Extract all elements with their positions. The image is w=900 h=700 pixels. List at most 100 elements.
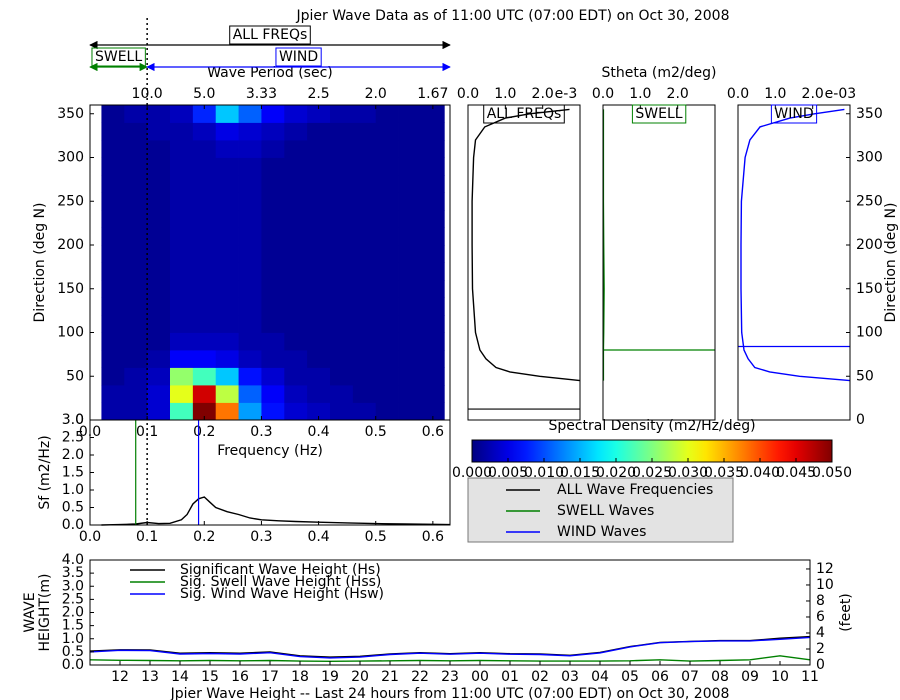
heatmap-cell bbox=[147, 280, 171, 298]
x-axis-label: Frequency (Hz) bbox=[217, 443, 323, 459]
x-tick-label: 15 bbox=[201, 669, 219, 685]
heatmap-cell bbox=[101, 122, 125, 141]
heatmap-cell bbox=[307, 105, 331, 123]
x-tick-label: 11 bbox=[801, 669, 819, 685]
heatmap-cell bbox=[101, 245, 125, 263]
heatmap-cell bbox=[170, 245, 194, 263]
heatmap-cell bbox=[215, 157, 239, 176]
heatmap-cell bbox=[307, 192, 331, 211]
heatmap-cell bbox=[238, 210, 262, 228]
y-tick-label: 150 bbox=[57, 281, 84, 297]
heatmap-cell bbox=[398, 280, 422, 298]
heatmap-cell bbox=[261, 210, 285, 228]
heatmap-cell bbox=[398, 262, 422, 281]
x-tick-label: 0.3 bbox=[250, 529, 272, 545]
heatmap-cell bbox=[330, 297, 354, 316]
heatmap-cell bbox=[398, 350, 422, 368]
heatmap-cell bbox=[421, 402, 445, 421]
heatmap-cell bbox=[375, 280, 399, 298]
x-tick-label: 23 bbox=[441, 669, 459, 685]
heatmap-cell bbox=[124, 245, 148, 263]
y-tick-label: 0.5 bbox=[62, 500, 84, 516]
x-tick-label: 09 bbox=[741, 669, 759, 685]
heatmap-cell bbox=[352, 175, 377, 193]
heatmap-cell bbox=[170, 140, 194, 158]
colorbar-tick-label: 0.045 bbox=[776, 465, 816, 481]
y-tick-label: 200 bbox=[856, 237, 883, 253]
heatmap-cell bbox=[170, 367, 194, 386]
axis-offset-label: e-3 bbox=[555, 86, 578, 102]
y-tick-label: 4 bbox=[816, 625, 825, 641]
axis-label: HEIGHT(m) bbox=[37, 574, 53, 652]
y-tick-label: 2.0 bbox=[62, 447, 84, 463]
heatmap-cell bbox=[284, 402, 308, 421]
heatmap-cell bbox=[307, 262, 331, 281]
heatmap-cell bbox=[284, 385, 308, 403]
heatmap-cell bbox=[330, 175, 354, 193]
series-line bbox=[602, 109, 605, 381]
heatmap-cell bbox=[352, 332, 377, 351]
y-tick-label: 250 bbox=[57, 193, 84, 209]
heatmap-cell bbox=[375, 332, 399, 351]
heatmap-cell bbox=[192, 175, 217, 193]
heatmap-cell bbox=[170, 350, 194, 368]
heatmap-cell bbox=[330, 280, 354, 298]
heatmap-cell bbox=[124, 315, 148, 333]
heatmap-cell bbox=[238, 402, 262, 421]
heatmap-cell bbox=[215, 385, 239, 403]
x-tick-label: 0.0 bbox=[592, 86, 614, 102]
heatmap-cell bbox=[352, 192, 377, 211]
heatmap-cell bbox=[215, 280, 239, 298]
heatmap-cell bbox=[101, 385, 125, 403]
y-tick-label: 200 bbox=[57, 237, 84, 253]
x-tick-label: 0.3 bbox=[250, 424, 272, 440]
panel-title: WIND bbox=[774, 106, 813, 122]
heatmap-cell bbox=[375, 297, 399, 316]
colorbar-tick-label: 0.025 bbox=[632, 465, 672, 481]
heatmap-cell bbox=[421, 227, 445, 246]
heatmap-cell bbox=[421, 367, 445, 386]
heatmap-cell bbox=[352, 227, 377, 246]
heatmap-cell bbox=[147, 262, 171, 281]
heatmap-cell bbox=[238, 332, 262, 351]
heatmap-cell bbox=[147, 192, 171, 211]
heatmap-cell bbox=[192, 297, 217, 316]
heatmap-cell bbox=[307, 402, 331, 421]
heatmap-cell bbox=[398, 227, 422, 246]
heatmap-cell bbox=[307, 332, 331, 351]
y-tick-label: 3.0 bbox=[62, 412, 84, 428]
heatmap-cell bbox=[352, 140, 377, 158]
heatmap-cell bbox=[238, 175, 262, 193]
heatmap-cell bbox=[330, 402, 354, 421]
heatmap-cell bbox=[398, 122, 422, 141]
heatmap-cell bbox=[124, 157, 148, 176]
heatmap-cell bbox=[170, 315, 194, 333]
heatmap-cell bbox=[170, 332, 194, 351]
heatmap-cell bbox=[398, 402, 422, 421]
heatmap-cell bbox=[147, 210, 171, 228]
heatmap-cell bbox=[238, 297, 262, 316]
heatmap-cell bbox=[124, 140, 148, 158]
y-tick-label: 350 bbox=[856, 106, 883, 122]
heatmap-cell bbox=[192, 315, 217, 333]
x-tick-label: 20 bbox=[351, 669, 369, 685]
x-tick-label: 01 bbox=[501, 669, 519, 685]
heatmap-cell bbox=[147, 105, 171, 123]
heatmap-cell bbox=[421, 332, 445, 351]
heatmap-cell bbox=[238, 315, 262, 333]
heatmap-cell bbox=[375, 315, 399, 333]
heatmap-cell bbox=[170, 262, 194, 281]
heatmap-cell bbox=[170, 210, 194, 228]
heatmap-cell bbox=[215, 315, 239, 333]
colorbar-tick-label: 0.005 bbox=[488, 465, 528, 481]
heatmap-cell bbox=[238, 227, 262, 246]
heatmap-cell bbox=[261, 332, 285, 351]
heatmap-cell bbox=[261, 105, 285, 123]
heatmap-cell bbox=[330, 332, 354, 351]
heatmap-cell bbox=[284, 227, 308, 246]
x-tick-label: 06 bbox=[651, 669, 669, 685]
x-tick-label: 04 bbox=[591, 669, 609, 685]
axis-label: Direction (deg N) bbox=[32, 203, 48, 323]
legend-label: Significant Wave Height (Hs) bbox=[180, 562, 381, 578]
heatmap-cell bbox=[147, 122, 171, 141]
